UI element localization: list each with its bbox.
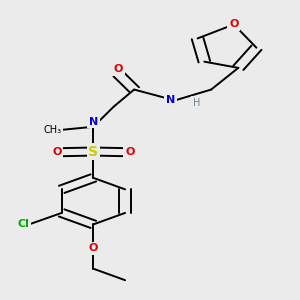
Text: Cl: Cl	[17, 219, 29, 230]
Text: O: O	[52, 147, 62, 157]
Text: N: N	[89, 117, 98, 127]
Text: S: S	[88, 145, 98, 158]
Text: H: H	[193, 98, 200, 108]
Text: CH₃: CH₃	[44, 125, 62, 135]
Text: O: O	[89, 243, 98, 253]
Text: O: O	[125, 147, 134, 157]
Text: O: O	[229, 20, 239, 29]
Text: O: O	[114, 64, 123, 74]
Text: N: N	[166, 95, 175, 105]
